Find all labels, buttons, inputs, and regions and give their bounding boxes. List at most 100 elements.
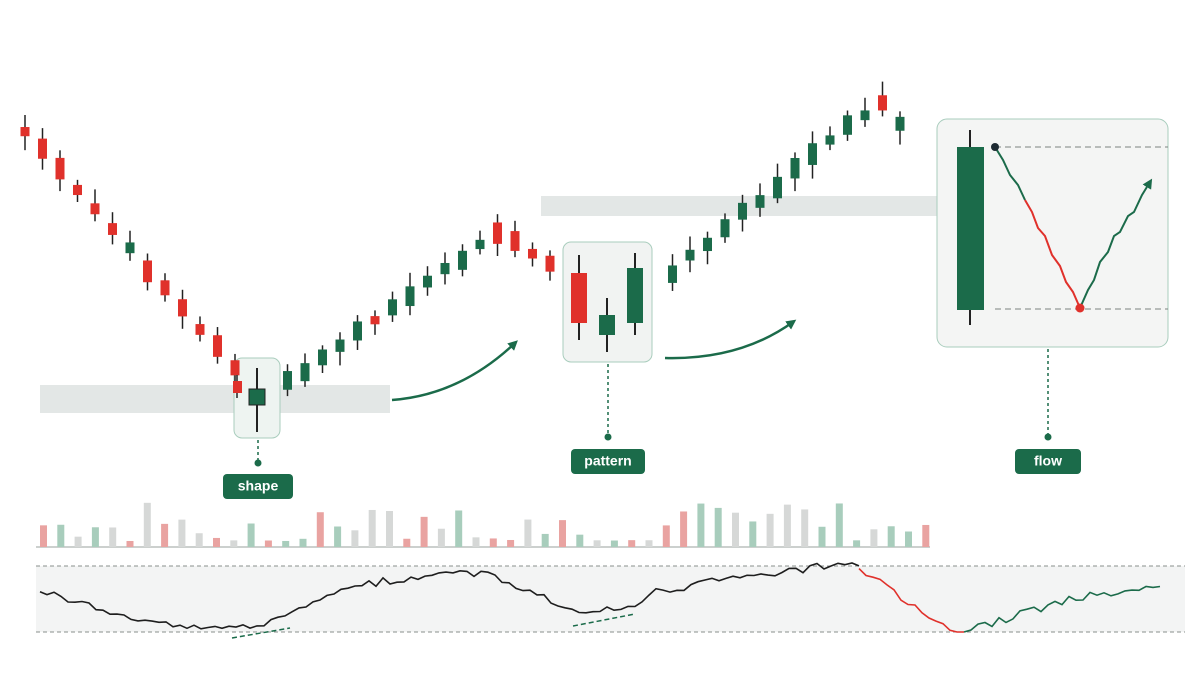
candle — [370, 316, 380, 325]
candle — [957, 147, 984, 310]
volume-bar — [282, 540, 290, 547]
volume-bar — [178, 519, 186, 547]
pattern-candles — [571, 253, 643, 352]
divergence-line — [572, 613, 636, 627]
candle — [73, 184, 82, 196]
candle — [55, 157, 65, 180]
connectors — [257, 349, 1049, 462]
flow-box — [936, 118, 1169, 348]
volume-bar — [680, 511, 688, 547]
background-layer — [36, 118, 1185, 633]
candle — [773, 176, 782, 199]
volume-bar — [783, 504, 791, 547]
candle — [230, 360, 240, 376]
volume-bar — [524, 519, 532, 547]
candle — [178, 299, 187, 317]
candle — [38, 138, 47, 159]
volume-bar — [420, 516, 428, 547]
candle — [440, 262, 450, 275]
volume-bar — [264, 540, 272, 547]
candle — [720, 219, 730, 238]
candle — [248, 388, 266, 406]
candle — [545, 255, 555, 272]
volume-bar — [628, 540, 636, 547]
candle — [895, 116, 905, 131]
candle — [475, 239, 485, 250]
candle — [685, 249, 695, 261]
arrow — [664, 319, 797, 360]
volume-bar — [870, 529, 878, 547]
volume-bar — [645, 540, 653, 547]
volume-bar — [489, 538, 497, 547]
candle — [738, 202, 747, 220]
volume-bar — [905, 531, 912, 547]
callout-label: flow — [1034, 453, 1062, 469]
candle — [125, 242, 135, 254]
candle — [458, 250, 467, 270]
candle — [755, 195, 765, 208]
candle — [627, 268, 643, 323]
candle — [825, 135, 835, 145]
candle — [528, 248, 537, 259]
candle — [213, 335, 222, 357]
volume-bar — [437, 528, 445, 547]
candle — [808, 143, 817, 165]
volume-bar — [610, 540, 618, 547]
callout: flow — [1015, 449, 1081, 474]
volume-bar — [559, 520, 566, 547]
volume-bar — [576, 534, 584, 547]
volume-bar — [368, 509, 376, 547]
volume-bar — [749, 521, 757, 547]
candle — [20, 127, 30, 137]
volume-bar — [109, 527, 117, 547]
volume-bar — [697, 503, 705, 547]
candle — [283, 371, 292, 390]
callout: shape — [223, 474, 293, 499]
volume-bar — [732, 512, 739, 547]
callout-label: shape — [238, 478, 279, 494]
candle — [599, 315, 615, 335]
volume-bar — [351, 530, 359, 547]
connector-dots — [254, 433, 1052, 467]
volume-bar — [818, 526, 826, 547]
candle — [843, 115, 852, 135]
volume-bar — [714, 507, 722, 547]
volume-bar — [507, 539, 515, 547]
volume-bar — [74, 536, 82, 547]
candle — [860, 110, 870, 121]
candle — [493, 222, 502, 244]
volume-bar — [386, 510, 393, 547]
volume-bar — [334, 526, 342, 547]
volume-bar — [299, 538, 307, 547]
candle — [510, 231, 520, 251]
oscillator-line — [963, 585, 1161, 633]
candle — [90, 203, 100, 215]
volume-bar — [40, 525, 47, 547]
volume-bar — [455, 510, 463, 547]
candle — [353, 321, 362, 341]
candle — [108, 223, 117, 235]
flow-detail — [957, 130, 1168, 325]
volume-bar — [91, 527, 99, 547]
candle — [388, 299, 397, 316]
volume-bar — [801, 509, 809, 547]
candle — [300, 363, 310, 382]
candle — [790, 158, 800, 179]
candle — [878, 95, 887, 111]
candle — [143, 260, 152, 283]
candle — [423, 275, 432, 288]
volume-bar — [316, 512, 324, 547]
callout-label: pattern — [584, 453, 631, 469]
volume-bar — [230, 540, 238, 547]
volume-bar — [213, 537, 220, 547]
callout: pattern — [571, 449, 645, 474]
volume-bar — [57, 524, 65, 547]
volume-bar — [403, 538, 411, 547]
volume-bar — [593, 540, 601, 547]
volume-bar — [472, 537, 480, 547]
candle — [571, 273, 587, 323]
candle — [318, 349, 327, 366]
oscillator-line — [39, 562, 860, 630]
volume-bar — [766, 513, 774, 547]
